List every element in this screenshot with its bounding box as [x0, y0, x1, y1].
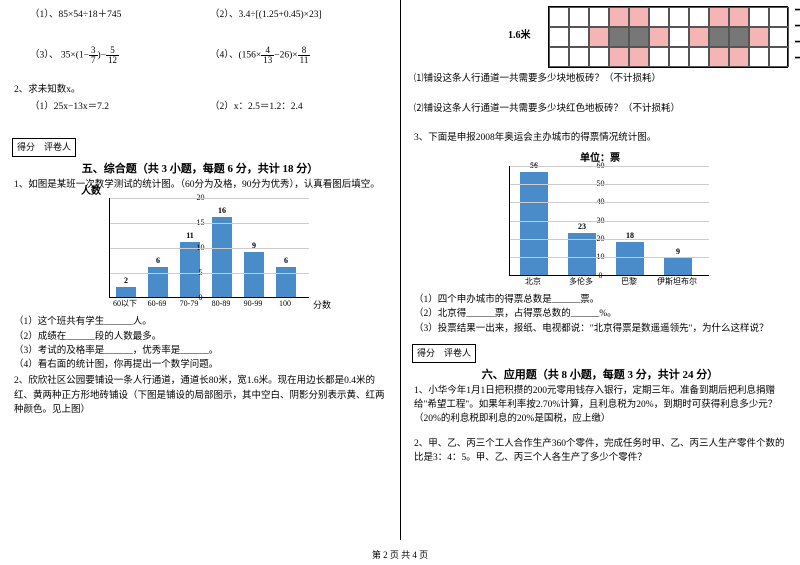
q-paving-a: ⑴铺设这条人行通道一共需要多少块地板砖？（不计损耗）	[414, 72, 788, 86]
eq3-prefix: （3）、 35×(1−	[30, 51, 89, 61]
section-6-header: 得分 评卷人	[412, 344, 788, 364]
page-footer: 第 2 页 共 4 页	[0, 548, 800, 561]
grid-cell	[549, 47, 569, 67]
frac-4-13: 413	[261, 46, 274, 65]
q3-b: （2）北京得______票，占得票总数的______%。	[414, 307, 788, 321]
q3-a: （1）四个申办城市的得票总数是______票。	[414, 293, 788, 307]
y-axis-tick: 0	[94, 292, 307, 304]
equation-2: （2）、3.4÷[(1.25+0.45)×23]	[210, 8, 322, 22]
right-column: 1.6米 ➔ ➔ ➔ ➔ ⑴铺设这条人行通道一共需要多少块地板砖？（不计损耗） …	[400, 0, 800, 540]
q6-2: 2、甲、乙、丙三个工人合作生产360个零件，完成任务时甲、乙、丙三人生产零件个数…	[414, 437, 788, 466]
q5-1-b: （2）成绩在______段的人数最多。	[14, 330, 388, 344]
frac-5-12: 512	[106, 46, 119, 65]
column-divider	[400, 0, 401, 540]
grid-cell	[569, 47, 589, 67]
grid-cell	[629, 27, 649, 47]
grid-cell	[649, 47, 669, 67]
score-box-6: 得分 评卷人	[412, 344, 476, 364]
grid-cell	[709, 27, 729, 47]
q5-1-text: 1、如图是某班一次数学测试的统计图。（60分为及格，90分为优秀），认真看图后填…	[14, 178, 388, 192]
q3-title: 3、下面是申报2008年奥运会主办城市的得票情况统计图。	[414, 131, 788, 145]
eq4-prefix: （4）、(156×	[210, 51, 261, 61]
score-box-5: 得分 评卷人	[12, 138, 76, 158]
grid-cell	[709, 7, 729, 27]
grid-cell	[769, 7, 789, 27]
grid-cell	[709, 47, 729, 67]
grid-cell	[589, 27, 609, 47]
q5-2-text: 2、欣欣社区公园要铺设一条人行通道，通道长80米，宽1.6米。现在用边长都是0.…	[14, 374, 388, 417]
bar-value-label: 6	[276, 255, 296, 267]
q5-1-d: （4）看右面的统计图，你再提出一个数学问题。	[14, 358, 388, 372]
grid-cell	[629, 47, 649, 67]
grid-cell	[549, 27, 569, 47]
grid-cell	[589, 7, 609, 27]
grid-cell	[689, 27, 709, 47]
chart-bar: 16	[212, 217, 232, 297]
chart-1: 人数 26111696 05101520 60以下60-6970-7980-89…	[12, 198, 388, 311]
y-axis-tick: 0	[494, 270, 707, 282]
frac-3-7: 37	[89, 46, 98, 65]
equation-1: （1）、85×54÷18＋745	[30, 8, 210, 22]
arrow-icon: ➔	[794, 52, 800, 66]
grid-cell	[609, 27, 629, 47]
grid-cell	[589, 47, 609, 67]
grid-cell	[569, 27, 589, 47]
bar-value-label: 6	[148, 255, 168, 267]
grid-cell	[729, 7, 749, 27]
section-6-title: 六、应用题（共 8 小题，每题 3 分，共计 24 分）	[412, 367, 788, 384]
q-paving-b: ⑵铺设这条人行通道一共需要多少块红色地板砖？（不计损耗）	[414, 102, 788, 116]
grid-cell	[649, 7, 669, 27]
section-5-header: 得分 评卷人	[12, 138, 388, 158]
q2b: （2）x：2.5＝1.2：2.4	[210, 100, 303, 114]
q5-1-a: （1）这个班共有学生______人。	[14, 315, 388, 329]
grid-cell	[729, 47, 749, 67]
left-column: （1）、85×54÷18＋745 （2）、3.4÷[(1.25+0.45)×23…	[0, 0, 400, 540]
grid-cell	[649, 27, 669, 47]
grid-cell	[609, 7, 629, 27]
grid-cell	[749, 7, 769, 27]
equation-4: （4）、(156×413−26)×811	[210, 46, 310, 65]
bar-value-label: 11	[180, 230, 200, 242]
q5-1-c: （3）考试的及格率是______，优秀率是______。	[14, 344, 388, 358]
grid-cell	[689, 7, 709, 27]
paving-grid: 1.6米 ➔ ➔ ➔ ➔	[548, 6, 788, 66]
grid-cell	[669, 27, 689, 47]
arrow-icon: ➔	[794, 20, 800, 34]
grid-cell	[609, 47, 629, 67]
grid-cell	[669, 7, 689, 27]
grid-cell	[629, 7, 649, 27]
grid-cell	[669, 47, 689, 67]
chart-2: 单位：票 5623189 0102030405060 北京多伦多巴黎伊斯坦布尔	[412, 151, 788, 289]
grid-cell	[749, 27, 769, 47]
q6-1: 1、小华今年1月1日把积攒的200元零用钱存入银行，定期三年。准备到期后把利息捐…	[414, 384, 788, 427]
bar-value-label: 16	[212, 205, 232, 217]
q2-title: 2、求未知数x。	[14, 83, 388, 97]
q3-c: （3）投票结果一出来，报纸、电视都说："北京得票是数遥遥领先"，为什么这样说？	[414, 322, 788, 336]
arrow-icon: ➔	[794, 4, 800, 18]
chart1-x-title: 分数	[313, 299, 331, 313]
frac-8-11: 811	[298, 46, 311, 65]
grid-cell	[689, 47, 709, 67]
section-5-title: 五、综合题（共 3 小题，每题 6 分，共计 18 分）	[12, 161, 388, 178]
grid-cell	[549, 7, 569, 27]
arrow-icon: ➔	[794, 36, 800, 50]
grid-cell	[769, 27, 789, 47]
q2a: （1）25x−13x＝7.2	[30, 100, 210, 114]
grid-cell	[749, 47, 769, 67]
dim-1-6m: 1.6米	[508, 28, 531, 43]
grid-cell	[729, 27, 749, 47]
grid-cell	[569, 7, 589, 27]
grid-cell	[769, 47, 789, 67]
equation-3: （3）、 35×(1−37)−512	[30, 46, 210, 65]
